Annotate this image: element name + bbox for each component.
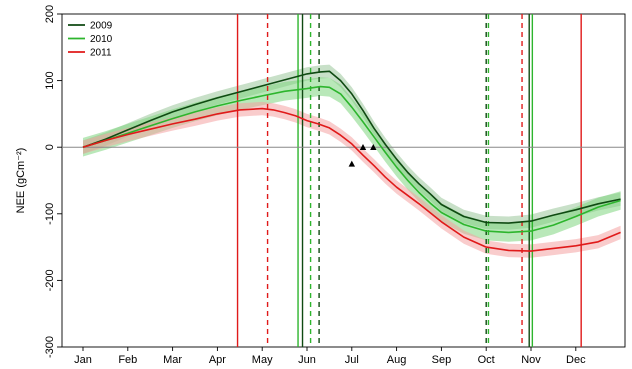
x-axis: Jan Feb Mar Apr May Jun Jul Aug Sep Oct Nov Dec xyxy=(74,347,586,366)
series-line-2010 xyxy=(82,85,621,234)
x-tick-label: Dec xyxy=(566,354,586,366)
uncertainty-bands xyxy=(83,64,621,258)
x-tick-label: Feb xyxy=(118,354,137,366)
plot-frame xyxy=(61,13,626,348)
x-tick-label: Mar xyxy=(163,354,182,366)
triangle-marker xyxy=(348,160,355,167)
y-tick-label: 100 xyxy=(44,71,56,89)
phenology-vertical-lines xyxy=(236,14,582,347)
legend-label-2010: 2010 xyxy=(90,34,113,45)
legend-label-2011: 2011 xyxy=(90,48,112,59)
triangle-marker xyxy=(359,144,367,150)
x-tick-label: Apr xyxy=(209,354,226,366)
triangle-marker xyxy=(370,144,377,150)
series-line-2011 xyxy=(82,107,621,252)
x-tick-label: Jan xyxy=(74,354,92,366)
y-tick-label: -100 xyxy=(44,203,56,225)
y-tick-label: 200 xyxy=(44,5,56,23)
band-2011 xyxy=(83,101,621,258)
y-tick-label: 0 xyxy=(44,144,56,150)
series-line-2009 xyxy=(82,70,621,224)
x-tick-label: Jun xyxy=(298,354,316,366)
y-tick-label: -200 xyxy=(44,269,56,291)
triangle-markers xyxy=(348,144,377,167)
y-tick-label: -300 xyxy=(44,336,56,358)
x-tick-label: Jul xyxy=(345,354,359,366)
band-2010 xyxy=(83,77,621,242)
series-lines xyxy=(82,70,621,252)
legend: 2009 2010 2011 xyxy=(68,21,113,59)
x-tick-label: Nov xyxy=(521,354,541,366)
x-tick-label: Oct xyxy=(478,354,495,366)
x-tick-label: May xyxy=(252,354,273,366)
x-tick-label: Sep xyxy=(432,354,452,366)
y-axis-label: NEE (gCm⁻²) xyxy=(15,148,27,214)
legend-label-2009: 2009 xyxy=(90,21,113,32)
x-tick-label: Aug xyxy=(387,354,407,366)
y-axis: 200 100 0 -100 -200 -300 xyxy=(44,5,62,358)
